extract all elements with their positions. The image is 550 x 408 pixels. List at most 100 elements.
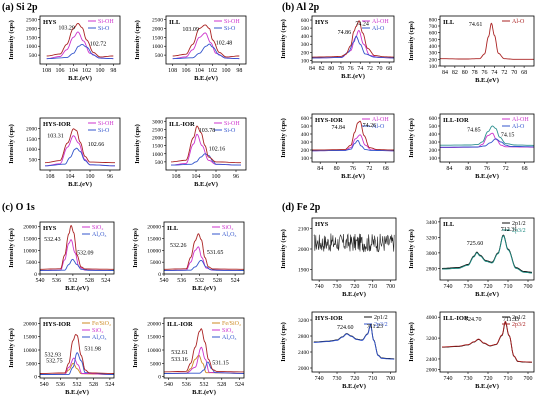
series-group [313,324,395,360]
peak-label: 102.16 [209,147,226,153]
x-tick-label: 524 [105,382,114,388]
panel-al-hysior: 84 80 76 72 68 100 200 300 400 500 600 B.E.(eV) Inte… [280,113,395,180]
peak-label: 532.09 [77,251,94,257]
x-tick-label: 70 [511,70,517,76]
series-line-sio- [164,246,244,271]
legend-label: Al-O [512,124,525,130]
plot-frame [39,15,121,65]
x-tick-label: 700 [386,284,395,290]
panel-title: HYS [315,19,329,26]
y-tick-label: 10000 [147,248,161,254]
y-tick-label: 500 [155,160,164,166]
legend-label: 2p3/2 [512,322,526,328]
y-tick-label: 0 [34,375,37,381]
legend-label: Al₂O₃ [222,335,237,341]
y-tick-label: 600 [429,31,438,37]
legend-label: Si-OH [224,121,240,127]
legend-label: Si-O [98,128,110,134]
legend-label: Al-O [372,124,385,130]
y-axis-label: Intensity (cps) [8,228,15,268]
x-tick-label: 100 [96,68,105,74]
x-tick-label: 700 [524,284,533,290]
x-tick-label: 540 [160,278,169,284]
x-tick-label: 72 [503,166,509,172]
x-tick-label: 108 [46,174,55,180]
x-axis-label: B.E.(eV) [68,75,92,82]
x-tick-label: 108 [42,68,51,74]
y-tick-label: 100 [301,156,310,162]
peak-label: 103.29 [58,25,75,31]
panel-o-hys: 540 536 532 528 524 0 5000 10000 15000 20000 B.E.(… [8,221,115,292]
x-tick-label: 740 [315,376,324,382]
series-group [312,120,394,152]
x-tick-label: 96 [233,174,239,180]
section-label-al-2p: (b) Al 2p [282,2,320,13]
x-axis-label: B.E.(eV) [65,285,89,292]
y-tick-label: 2800 [298,334,309,340]
series-group [172,24,240,60]
y-tick-label: 2100 [298,226,309,232]
series-line-si-o [46,43,114,60]
panel-title: HYS [43,19,57,26]
x-tick-label: 700 [386,376,395,382]
y-axis-label: Intensity (cps) [8,328,15,368]
series-line-al-o [440,138,534,148]
x-tick-label: 84 [442,70,448,76]
peak-label: 74.26 [363,123,377,129]
panel-fe-hys: 740 730 720 710 700 1900 2000 2100 B.E.(eV) Inten… [280,217,397,298]
legend-label: Si-OH [98,19,114,25]
x-tick-label: 540 [40,382,49,388]
series-line-si-o [172,43,240,60]
legend-label: Si-OH [98,121,114,127]
y-tick-label: 2000 [152,136,163,142]
panel-al-ill: 84 82 80 78 76 74 72 70 68 1002003004005006007008… [408,15,535,84]
peak-label: 532.26 [170,243,187,249]
y-tick-label: 200 [429,148,438,154]
peak-label: 724.70 [465,317,482,323]
y-tick-label: 400 [429,44,438,50]
x-axis-label: B.E.(eV) [65,389,89,396]
legend-label: 2p3/2 [512,228,526,234]
plot-frame [439,311,535,373]
y-tick-label: 1500 [152,35,163,41]
x-tick-label: 710 [368,376,377,382]
x-tick-label: 532 [73,382,82,388]
series-group [440,22,534,60]
x-axis-label: B.E.(eV) [475,77,499,84]
legend-label: Si-O [98,26,110,32]
legend-label: Si-O [224,26,236,32]
y-tick-label: 2400 [298,350,309,356]
y-axis-label: Intensity (cps) [280,118,287,158]
series-line-envelope [313,233,395,253]
panel-title: ILL-IOR [169,121,195,128]
y-tick-label: 500 [29,158,38,164]
plot-frame [311,311,397,373]
panel-o-ill: 540 536 532 528 524 0 5000 10000 15000 20000 B.E.(… [132,221,245,292]
x-tick-label: 720 [484,376,493,382]
series-group [164,328,244,374]
series-line-al-o [312,139,394,152]
x-tick-label: 70 [377,66,383,72]
x-axis-label: B.E.(eV) [341,173,365,180]
peak-label: 712.31 [501,227,518,233]
x-tick-label: 72 [367,66,373,72]
y-tick-label: 300 [429,140,438,146]
series-group [441,320,532,363]
y-tick-label: 2800 [426,266,437,272]
series-line-2p3-2 [313,324,395,360]
y-tick-label: 2000 [426,367,437,373]
x-tick-label: 540 [36,278,45,284]
y-tick-label: 200 [301,50,310,56]
legend-label: Al-O [512,19,525,25]
legend-label: SiO₂ [92,328,103,334]
x-axis-label: B.E.(eV) [194,181,218,188]
x-axis-label: B.E.(eV) [342,291,366,298]
plot-frame [39,221,115,275]
panel-al-hys: 84 82 80 78 76 74 72 70 68 100 200 300 400 500 600 B.E.… [280,15,395,80]
legend-label: 2p1/2 [512,315,526,321]
peak-label: 103.78 [199,128,216,134]
y-tick-label: 15000 [147,237,161,243]
panel-title: ILL-IOR [443,315,469,322]
x-tick-label: 720 [350,284,359,290]
x-tick-label: 536 [182,382,191,388]
